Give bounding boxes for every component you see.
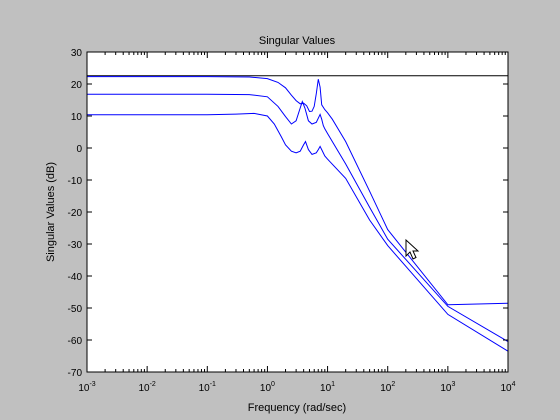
y-tick-label: 10 — [71, 112, 83, 123]
plot-lines — [87, 75, 509, 352]
y-tick-label: -60 — [68, 336, 83, 347]
y-tick-label: -10 — [68, 176, 83, 187]
chart-title: Singular Values — [259, 35, 336, 47]
y-axis: 30 20 10 0 -10 -20 -30 -40 -50 -60 -70 — [68, 48, 508, 379]
y-tick-label: -50 — [68, 304, 83, 315]
x-tick-label: 103 — [440, 381, 455, 394]
y-tick-label: 30 — [71, 48, 83, 59]
x-tick-label: 102 — [380, 381, 395, 394]
x-tick-label: 101 — [320, 381, 335, 394]
x-tick-label: 100 — [260, 381, 275, 394]
y-tick-label: -20 — [68, 208, 83, 219]
x-tick-label: 10-1 — [199, 381, 216, 394]
x-tick-label: 10-2 — [138, 381, 155, 394]
singular-value-line-2 — [87, 76, 509, 306]
y-tick-label: -70 — [68, 368, 83, 379]
x-axis-label: Frequency (rad/sec) — [248, 402, 346, 414]
y-tick-label: 0 — [76, 144, 82, 155]
singular-value-line-3 — [87, 93, 509, 343]
y-axis-label: Singular Values (dB) — [45, 162, 57, 262]
x-tick-label: 10-3 — [78, 381, 95, 394]
y-tick-label: -30 — [68, 240, 83, 251]
x-tick-label: 104 — [500, 381, 515, 394]
x-axis: 10-3 10-2 10-1 100 101 102 103 104 — [78, 52, 516, 394]
y-tick-label: 20 — [71, 80, 83, 91]
plot-area — [87, 52, 508, 372]
singular-value-line-4 — [87, 112, 509, 352]
mouse-pointer-icon — [405, 238, 420, 260]
y-tick-label: -40 — [68, 272, 83, 283]
